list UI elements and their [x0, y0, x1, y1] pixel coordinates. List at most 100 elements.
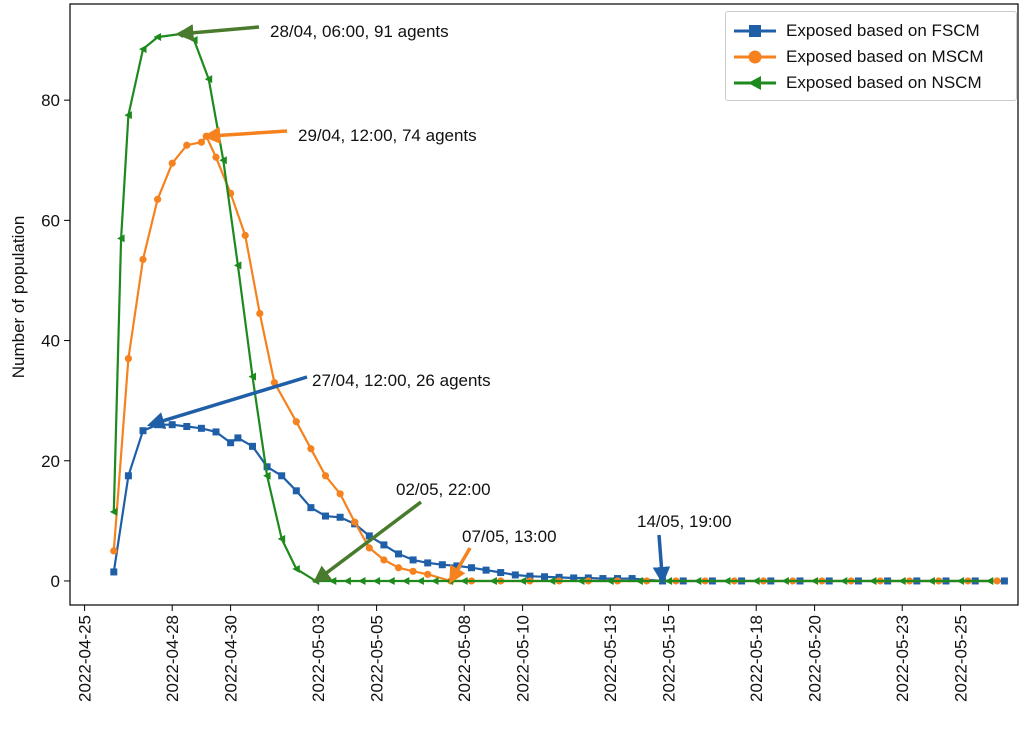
legend-swatch-fscm: [734, 25, 776, 37]
annotation-arrow: [202, 126, 288, 145]
data-point: [109, 507, 118, 516]
data-point: [351, 518, 359, 526]
data-point: [110, 568, 118, 576]
data-point: [212, 153, 220, 161]
legend-item-nscm: Exposed based on NSCM: [726, 70, 1016, 96]
data-point: [365, 544, 373, 552]
data-point: [628, 575, 636, 583]
data-point: [227, 439, 235, 447]
y-tick-label: 0: [51, 572, 60, 591]
legend-label-fscm: Exposed based on FSCM: [786, 21, 980, 40]
series-layer: [109, 30, 1008, 585]
data-point: [395, 550, 402, 558]
data-point: [307, 445, 315, 453]
data-point: [263, 463, 271, 471]
x-tick-label: 2022-05-10: [514, 615, 533, 702]
data-point: [380, 541, 388, 549]
annotation-arrow: [312, 500, 423, 584]
annotation-arrow: [652, 534, 671, 585]
data-point: [154, 195, 162, 203]
data-point: [424, 559, 432, 567]
data-point: [898, 576, 906, 585]
series-line: [112, 423, 1005, 583]
data-point: [124, 472, 132, 480]
legend-item-mscm: Exposed based on MSCM: [726, 44, 1016, 70]
data-point: [292, 564, 300, 573]
data-point: [292, 418, 300, 426]
x-tick-label: 2022-05-05: [368, 615, 387, 702]
data-point: [124, 354, 132, 363]
data-point: [555, 573, 563, 581]
data-point: [526, 572, 534, 580]
data-point: [1000, 577, 1008, 585]
data-point: [322, 512, 329, 520]
data-point: [139, 427, 147, 435]
data-point: [869, 576, 877, 585]
data-point: [409, 567, 417, 575]
data-point: [570, 574, 578, 582]
series-1: [110, 132, 1001, 585]
x-tick-label: 2022-04-25: [76, 615, 95, 702]
data-point: [336, 490, 344, 498]
x-axis: 2022-04-25 2022-04-28 2022-04-30 2022-05-03…: [76, 605, 971, 702]
data-point: [460, 576, 468, 585]
data-point: [927, 576, 935, 585]
data-point: [810, 576, 819, 585]
data-point: [723, 576, 731, 585]
series-2: [109, 30, 994, 585]
data-point: [401, 576, 410, 585]
data-point: [270, 379, 278, 387]
legend-label-nscm: Exposed based on NSCM: [786, 73, 982, 92]
data-point: [117, 234, 125, 243]
data-point: [409, 556, 417, 564]
data-point: [606, 576, 614, 585]
data-point: [956, 576, 965, 585]
legend: Exposed based on FSCM Exposed based on M…: [725, 11, 1017, 101]
data-point: [438, 561, 446, 569]
annotation-label: 14/05, 19:00: [637, 512, 732, 531]
data-point: [263, 471, 271, 480]
data-point: [336, 513, 344, 521]
data-point: [577, 576, 585, 585]
data-point: [219, 156, 227, 165]
x-tick-label: 2022-05-15: [660, 615, 679, 702]
data-point: [124, 111, 132, 120]
data-point: [387, 576, 395, 585]
data-point: [497, 569, 505, 577]
data-point: [233, 261, 242, 270]
annotation-arrow: [146, 375, 308, 429]
x-tick-label: 2022-05-20: [806, 615, 825, 702]
data-point: [693, 576, 702, 585]
data-point: [416, 576, 424, 585]
data-point: [635, 576, 643, 585]
data-point: [153, 33, 162, 42]
data-point: [489, 576, 497, 585]
data-point: [197, 138, 205, 146]
data-point: [256, 309, 264, 318]
data-point: [139, 45, 147, 54]
annotation-label: 29/04, 12:00, 74 agents: [298, 126, 477, 145]
y-tick-label: 60: [41, 211, 60, 230]
data-point: [212, 428, 220, 436]
data-point: [394, 564, 403, 572]
x-tick-label: 2022-05-13: [601, 615, 620, 702]
data-point: [985, 576, 994, 585]
data-point: [204, 75, 213, 84]
data-point: [424, 570, 432, 578]
annotation-label: 02/05, 22:00: [396, 480, 491, 499]
data-point: [248, 372, 256, 381]
annotation-label: 07/05, 13:00: [462, 527, 557, 546]
y-tick-label: 20: [41, 452, 60, 471]
legend-label-mscm: Exposed based on MSCM: [786, 47, 984, 66]
x-tick-label: 2022-05-18: [747, 615, 766, 702]
data-point: [168, 421, 176, 429]
data-point: [321, 472, 330, 480]
data-point: [234, 434, 242, 442]
data-point: [328, 576, 337, 585]
data-point: [752, 576, 760, 585]
data-point: [511, 571, 519, 579]
data-point: [547, 576, 556, 585]
legend-swatch-nscm: [734, 76, 776, 90]
plot-area-border: [69, 3, 1019, 606]
